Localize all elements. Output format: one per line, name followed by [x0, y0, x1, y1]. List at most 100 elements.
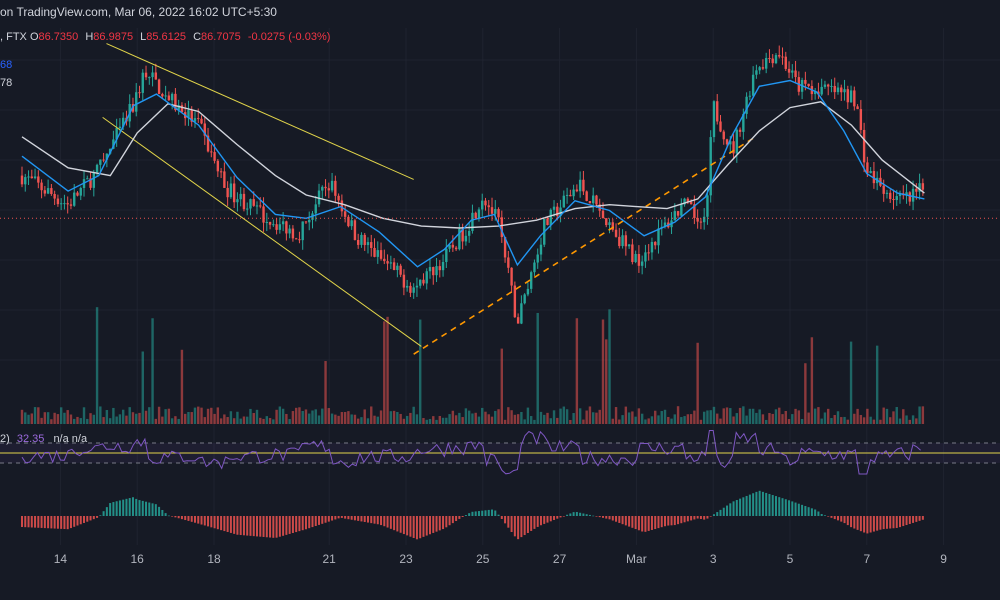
candle-body [314, 204, 317, 214]
volume-bar [167, 408, 171, 424]
candle-body [569, 194, 572, 197]
candle-body [774, 55, 778, 64]
candle-body [40, 182, 43, 191]
volume-bar [448, 414, 451, 424]
macd-bar [164, 513, 167, 516]
macd-bar [282, 516, 285, 536]
candle-body [281, 221, 285, 225]
volume-bar [458, 412, 461, 424]
macd-bar [184, 516, 187, 521]
volume-bar [556, 417, 559, 424]
candle-body [859, 109, 863, 130]
macd-bar [863, 516, 866, 533]
volume-bar [869, 416, 872, 424]
candle-body [889, 192, 892, 200]
candle-body [732, 141, 735, 154]
macd-bar [706, 516, 709, 519]
candle-body [412, 287, 415, 293]
x-tick-label: 27 [552, 552, 567, 566]
macd-bar [207, 516, 210, 527]
volume-bar [611, 418, 614, 424]
volume-bar [366, 418, 370, 424]
macd-bar [118, 500, 121, 516]
macd-bar [105, 507, 108, 516]
macd-bar [471, 511, 474, 516]
rsi-line [21, 430, 921, 475]
candle-body [43, 190, 47, 194]
candle-body [618, 236, 621, 247]
candle-body [347, 216, 350, 227]
volume-bar [507, 407, 510, 424]
volume-bar [902, 409, 905, 424]
macd-bar [677, 516, 680, 525]
macd-bar [755, 491, 758, 516]
macd-bar [115, 501, 118, 516]
candle-body [490, 207, 494, 214]
candle-body [161, 94, 164, 97]
candle-body [882, 185, 885, 194]
volume-bar [592, 412, 595, 424]
volume-bar [722, 408, 725, 424]
macd-bar [242, 516, 245, 536]
volume-bar [608, 309, 611, 424]
candle-body [115, 128, 118, 140]
macd-bar [693, 516, 696, 520]
candle-body [539, 244, 543, 255]
macd-bar [102, 511, 105, 516]
ohlc-legend: , FTX O86.7350 H86.9875 L85.6125 C86.707… [0, 31, 334, 43]
volume-bar [640, 413, 644, 424]
chart-header: on TradingView.com, Mar 06, 2022 16:02 U… [0, 0, 1000, 22]
volume-bar [764, 419, 768, 424]
macd-bar [366, 516, 369, 523]
volume-bar [298, 407, 301, 424]
x-tick-label: 23 [399, 552, 413, 566]
macd-bar [810, 508, 813, 516]
candle-body [768, 57, 771, 59]
volume-bar [445, 417, 448, 424]
source-text: on TradingView.com, Mar 06, 2022 16:02 U… [0, 5, 277, 19]
macd-bar [758, 490, 761, 516]
volume-bar [239, 418, 242, 424]
volume-bar [546, 412, 549, 424]
candle-body [729, 141, 732, 145]
x-tick-label: 21 [322, 552, 336, 566]
macd-bar [491, 509, 494, 516]
volume-bar [219, 418, 223, 424]
volume-bar [317, 415, 321, 424]
candle-body [869, 171, 872, 174]
volume-bar [523, 419, 526, 424]
volume-bar [536, 312, 539, 424]
volume-bar [699, 419, 703, 424]
macd-bar [575, 512, 578, 516]
candle-body [383, 258, 386, 262]
volume-bar [516, 414, 520, 424]
macd-bar [415, 516, 418, 540]
candle-body [200, 118, 203, 124]
candle-body [843, 89, 846, 93]
candle-body [46, 188, 50, 194]
volume-bar [784, 411, 787, 424]
volume-bar [115, 416, 118, 424]
macd-bar [269, 516, 272, 538]
close-label: C [193, 31, 202, 43]
macd-bar [298, 516, 301, 532]
volume-bar [778, 407, 781, 424]
volume-bar [892, 411, 895, 424]
volume-bar [569, 419, 572, 424]
candle-body [360, 234, 363, 245]
candle-body [343, 211, 347, 217]
candle-body [79, 187, 82, 196]
macd-bar [334, 516, 337, 520]
candle-body [849, 90, 853, 103]
macd-bar [174, 516, 177, 518]
macd-bar [895, 516, 898, 528]
macd-bar [304, 516, 307, 530]
macd-bar [752, 493, 755, 516]
candle-body [536, 254, 539, 263]
candle-body [725, 139, 729, 145]
volume-bar [830, 418, 833, 424]
volume-bar [598, 409, 601, 424]
volume-bar [918, 406, 921, 424]
high-value: 86.9875 [93, 31, 134, 43]
